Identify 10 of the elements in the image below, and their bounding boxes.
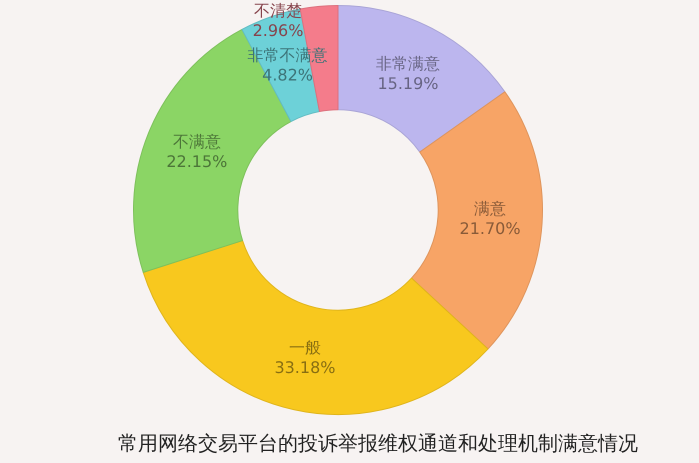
slice-label: 非常满意	[376, 54, 440, 73]
slice-label: 满意	[474, 199, 506, 218]
slice-label: 一般	[288, 338, 321, 357]
data-label: 22.15%	[166, 152, 228, 171]
data-label: 21.70%	[460, 219, 521, 238]
data-label: 33.18%	[274, 358, 336, 377]
text: 常用网络交易平台的投诉举报维权通道和处理机制满意情况	[117, 430, 639, 456]
slice-label: 不满意	[172, 132, 221, 151]
data-label: 2.96%	[252, 21, 304, 40]
data-label: 15.19%	[377, 74, 438, 93]
